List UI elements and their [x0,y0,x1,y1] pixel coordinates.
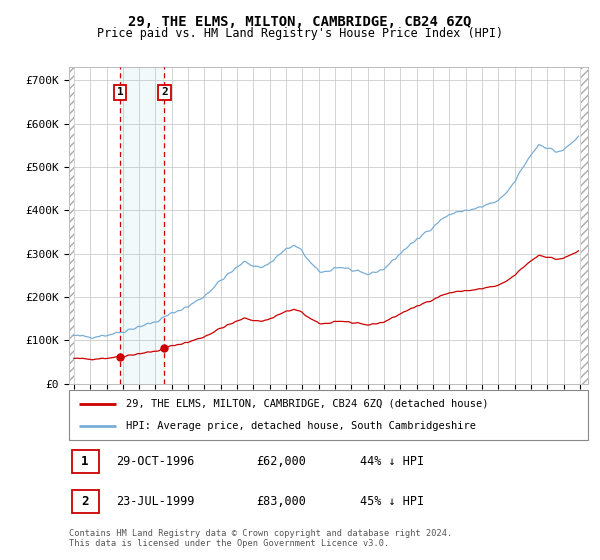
Polygon shape [581,67,588,384]
FancyBboxPatch shape [71,450,98,473]
Polygon shape [69,67,74,384]
Text: 45% ↓ HPI: 45% ↓ HPI [359,495,424,508]
FancyBboxPatch shape [71,490,98,513]
Text: 2: 2 [161,87,168,97]
Text: Price paid vs. HM Land Registry's House Price Index (HPI): Price paid vs. HM Land Registry's House … [97,27,503,40]
Text: 29-OCT-1996: 29-OCT-1996 [116,455,194,468]
Text: £83,000: £83,000 [256,495,306,508]
Text: 23-JUL-1999: 23-JUL-1999 [116,495,194,508]
FancyBboxPatch shape [69,390,588,440]
Text: Contains HM Land Registry data © Crown copyright and database right 2024.
This d: Contains HM Land Registry data © Crown c… [69,529,452,548]
Text: 2: 2 [82,495,89,508]
Text: 29, THE ELMS, MILTON, CAMBRIDGE, CB24 6ZQ: 29, THE ELMS, MILTON, CAMBRIDGE, CB24 6Z… [128,15,472,29]
Text: 1: 1 [82,455,89,468]
Text: 44% ↓ HPI: 44% ↓ HPI [359,455,424,468]
Text: £62,000: £62,000 [256,455,306,468]
Bar [120,67,164,384]
Text: HPI: Average price, detached house, South Cambridgeshire: HPI: Average price, detached house, Sout… [126,421,476,431]
Text: 1: 1 [117,87,124,97]
Text: 29, THE ELMS, MILTON, CAMBRIDGE, CB24 6ZQ (detached house): 29, THE ELMS, MILTON, CAMBRIDGE, CB24 6Z… [126,399,488,409]
